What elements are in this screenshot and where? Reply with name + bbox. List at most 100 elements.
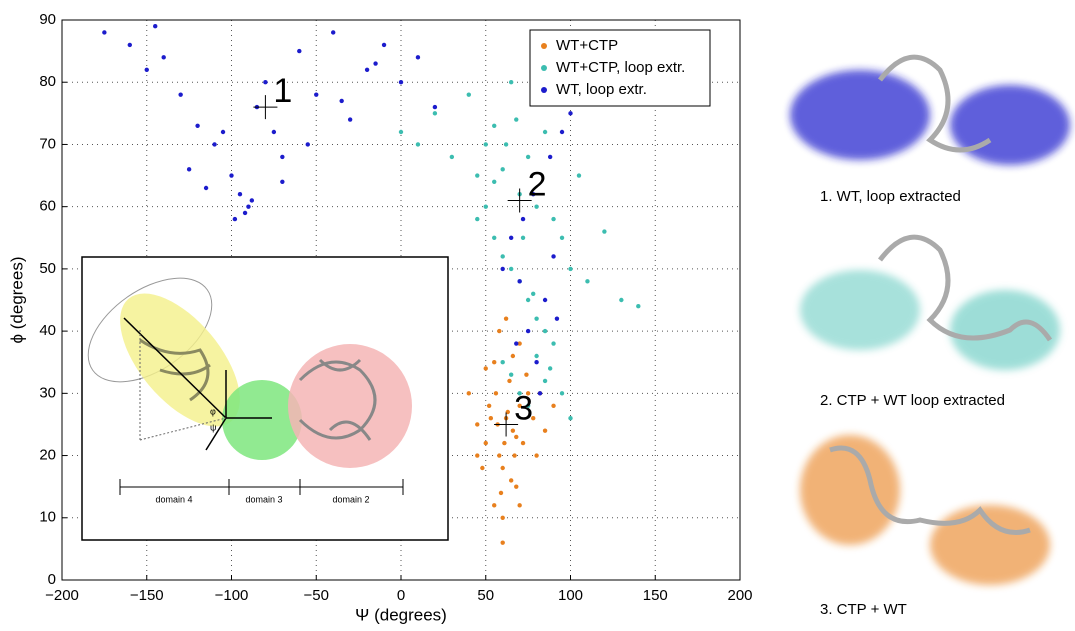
point [510, 353, 516, 359]
annotation: 2 [528, 165, 547, 203]
point [514, 484, 519, 489]
point [483, 366, 488, 371]
point [373, 61, 378, 66]
point [492, 123, 497, 128]
point [398, 129, 404, 135]
legend-label: WT+CTP, loop extr. [556, 59, 685, 76]
point [514, 341, 519, 346]
point [559, 235, 565, 240]
point [503, 142, 509, 147]
point [508, 80, 514, 85]
domain4-shape [120, 293, 240, 427]
point [492, 503, 497, 508]
point [568, 111, 573, 116]
ribbon [298, 358, 377, 441]
point [524, 372, 529, 377]
point [246, 204, 251, 209]
point [525, 391, 531, 396]
point [127, 42, 132, 48]
psi-label: ψ [210, 422, 216, 432]
point [508, 235, 514, 240]
domain-label: domain 2 [332, 494, 369, 504]
y-axis-label: ϕ (degrees) [7, 256, 26, 343]
point [517, 503, 522, 508]
point [500, 540, 505, 545]
point [271, 129, 277, 135]
x-tick-label: −50 [304, 587, 329, 604]
point [242, 210, 248, 216]
point [492, 360, 497, 365]
domain2-shape [288, 344, 412, 468]
point [486, 403, 492, 408]
point [161, 55, 166, 60]
point [517, 403, 522, 408]
point [449, 154, 455, 160]
legend: WT+CTP WT+CTP, loop extr. WT, loop extr. [529, 29, 711, 107]
point [559, 391, 565, 396]
point [542, 328, 548, 334]
point [415, 55, 421, 60]
point [551, 403, 556, 408]
annotation: 1 [273, 72, 292, 110]
point [568, 266, 573, 272]
point [483, 142, 488, 147]
y-tick-label: 50 [39, 260, 56, 277]
point [475, 173, 480, 178]
point [488, 416, 494, 421]
panel-caption: 2. CTP + WT loop extracted [820, 392, 1005, 409]
point [220, 129, 226, 135]
point [498, 490, 504, 496]
point [636, 304, 641, 309]
x-tick-label: 200 [727, 587, 752, 604]
point [559, 129, 565, 135]
point [508, 478, 514, 483]
point [347, 117, 353, 122]
point [232, 216, 238, 222]
x-tick-label: 50 [477, 587, 494, 604]
point [497, 453, 502, 458]
y-tick-label: 20 [39, 447, 56, 464]
domain3-shape [222, 380, 302, 460]
point [229, 173, 234, 178]
x-tick-label: −150 [130, 587, 164, 604]
y-tick-label: 40 [39, 322, 56, 339]
point [517, 279, 522, 284]
point [497, 328, 502, 334]
domain-scale [119, 479, 404, 495]
point [507, 378, 512, 384]
y-tick-label: 60 [39, 198, 56, 215]
y-tick-label: 10 [39, 509, 56, 526]
point [500, 167, 505, 172]
point [500, 360, 505, 365]
point [517, 341, 522, 346]
point [212, 142, 217, 147]
point [153, 24, 158, 29]
point [502, 440, 507, 446]
point [520, 440, 526, 446]
point [534, 453, 539, 458]
point [480, 465, 485, 471]
point [500, 465, 505, 471]
point [280, 154, 285, 160]
y-tick-label: 70 [39, 135, 56, 152]
point [531, 192, 536, 197]
y-tick-label: 90 [39, 11, 56, 28]
point [542, 428, 548, 433]
point [144, 67, 149, 72]
point [500, 254, 505, 259]
point [531, 416, 536, 421]
point [551, 216, 556, 222]
cross-marker [253, 95, 278, 120]
x-tick-label: 0 [397, 587, 405, 604]
point [551, 341, 556, 346]
point [512, 453, 517, 458]
x-axis-label: Ψ (degrees) [355, 605, 447, 624]
point [508, 266, 514, 272]
point [483, 204, 488, 209]
point [249, 198, 255, 203]
point [178, 92, 183, 97]
point [186, 167, 192, 172]
domain-label: domain 4 [155, 494, 192, 504]
ribbon [139, 338, 211, 402]
point [305, 142, 310, 147]
